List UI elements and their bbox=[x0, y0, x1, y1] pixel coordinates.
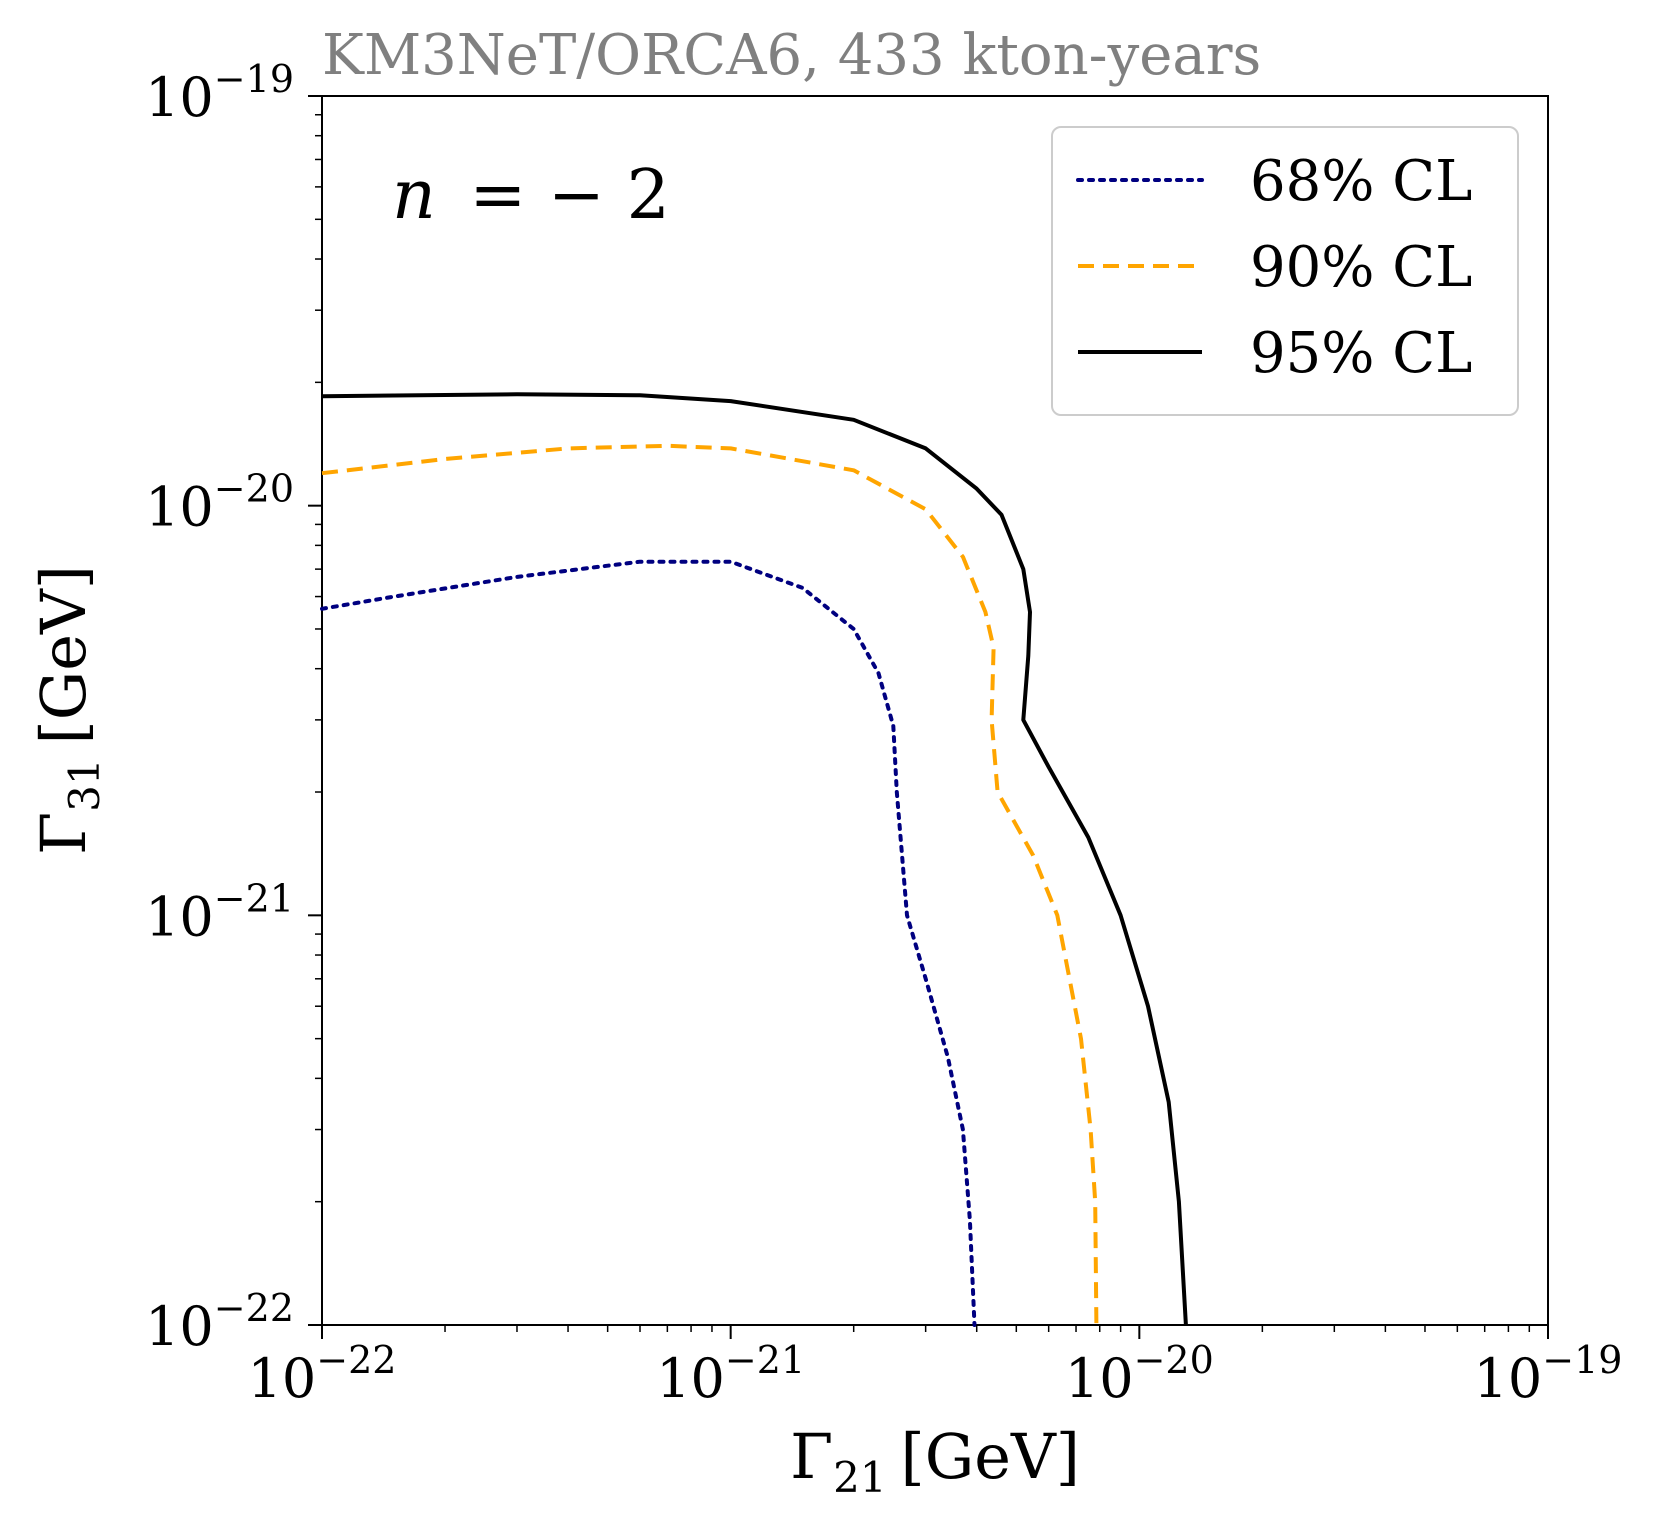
legend-entry-68-cl: 68% CL bbox=[1076, 149, 1472, 214]
legend-entry-95-cl: 95% CL bbox=[1078, 321, 1472, 386]
legend-label: 90% CL bbox=[1250, 235, 1472, 300]
legend-label: 95% CL bbox=[1250, 321, 1472, 386]
x-axis-label: Γ21 [GeV] bbox=[790, 1420, 1080, 1502]
y-axis-symbol: Γ bbox=[27, 812, 100, 855]
y-axis-label: Γ31 [GeV] bbox=[27, 565, 109, 855]
legend-entries: 68% CL 90% CL 95% CL bbox=[1076, 149, 1472, 386]
annotation-var: n bbox=[392, 156, 436, 235]
y-tick-label: 10−19 bbox=[145, 57, 294, 129]
x-axis-unit: [GeV] bbox=[901, 1420, 1080, 1493]
x-tick-label: 10−20 bbox=[1065, 1338, 1214, 1410]
series-line-68-cl bbox=[320, 559, 977, 1327]
x-tick-label: 10−22 bbox=[248, 1338, 397, 1410]
series-line-95-cl bbox=[321, 392, 1188, 1326]
x-axis-symbol: Γ bbox=[790, 1420, 833, 1493]
series-line-90-cl bbox=[321, 443, 1099, 1326]
chart-title: KM3NeT/ORCA6, 433 kton-years bbox=[322, 23, 1261, 88]
y-axis-subscript: 31 bbox=[60, 758, 109, 811]
y-tick-label: 10−22 bbox=[145, 1286, 294, 1358]
legend-frame bbox=[1051, 126, 1519, 416]
axes-frame bbox=[321, 95, 1549, 1326]
x-axis-subscript: 21 bbox=[833, 1453, 886, 1502]
x-tick-label: 10−19 bbox=[1474, 1338, 1623, 1410]
x-tick-label: 10−21 bbox=[656, 1338, 805, 1410]
series-layer bbox=[320, 392, 1188, 1327]
y-tick-label: 10−21 bbox=[145, 876, 294, 948]
ticks-layer: 10−22 10−21 10−20 10−19 10−22 10−21 10−20 10−19 bbox=[145, 57, 1622, 1410]
svg-text:Γ31[GeV]: Γ31 [GeV] bbox=[27, 565, 109, 855]
legend-label: 68% CL bbox=[1250, 149, 1472, 214]
y-axis-unit: [GeV] bbox=[27, 565, 100, 744]
n-annotation: n = − 2 bbox=[392, 156, 670, 235]
svg-text:Γ21[GeV]: Γ21 [GeV] bbox=[790, 1420, 1080, 1502]
annotation-rest: = − 2 bbox=[469, 156, 669, 235]
svg-text:n = − 2: n = − 2 bbox=[392, 156, 670, 235]
plot-area: 10−22 10−21 10−20 10−19 10−22 10−21 10−20 10−19 bbox=[145, 57, 1622, 1410]
legend-entry-90-cl: 90% CL bbox=[1078, 235, 1472, 300]
y-tick-label: 10−20 bbox=[145, 467, 294, 539]
legend: 68% CL 90% CL 95% CL bbox=[1051, 126, 1519, 416]
